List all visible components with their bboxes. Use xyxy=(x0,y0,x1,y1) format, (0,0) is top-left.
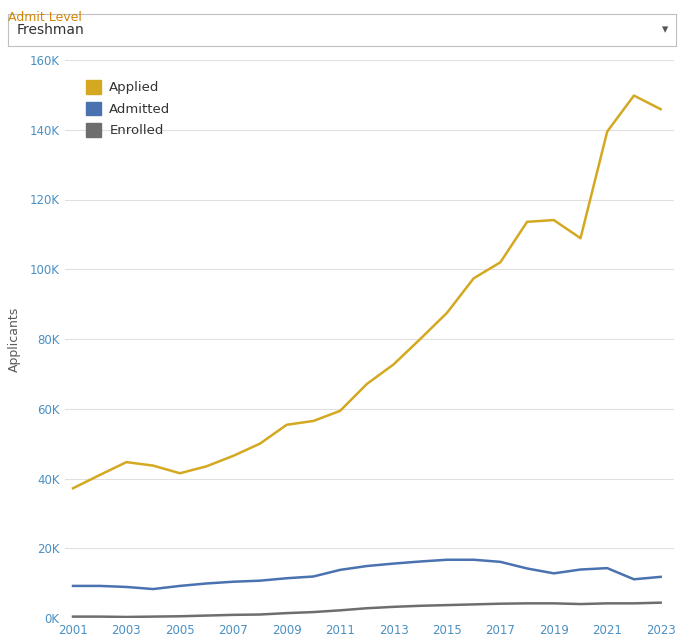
Y-axis label: Applicants: Applicants xyxy=(8,306,21,371)
Text: ▾: ▾ xyxy=(661,23,668,36)
Text: Freshman: Freshman xyxy=(16,23,84,37)
Text: Admit Level: Admit Level xyxy=(8,11,82,24)
Legend: Applied, Admitted, Enrolled: Applied, Admitted, Enrolled xyxy=(78,72,179,145)
